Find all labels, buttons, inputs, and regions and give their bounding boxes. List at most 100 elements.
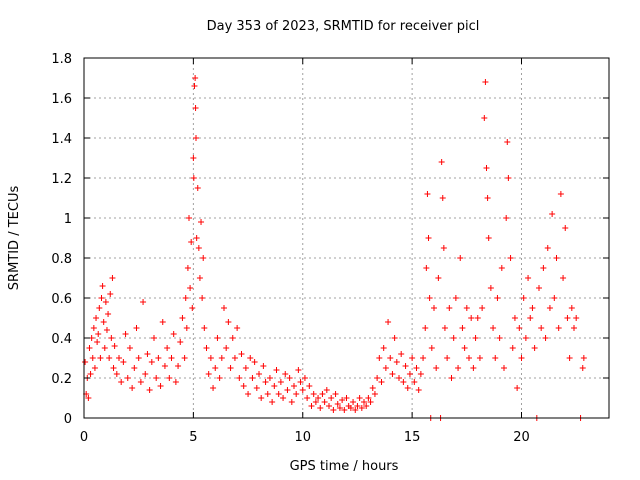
data-point: [490, 325, 497, 331]
data-point: [509, 345, 516, 351]
data-point: [258, 395, 265, 401]
data-point: [131, 365, 138, 371]
data-point: [371, 391, 378, 397]
data-point: [126, 345, 133, 351]
data-point: [571, 325, 577, 331]
data-point: [341, 407, 348, 413]
data-point: [498, 265, 505, 271]
data-point: [332, 391, 339, 397]
data-point: [161, 363, 168, 369]
data-point: [271, 383, 278, 389]
data-point: [98, 295, 105, 301]
data-point: [540, 265, 547, 271]
data-point: [236, 375, 243, 381]
data-point: [155, 355, 162, 361]
data-point: [225, 319, 232, 325]
data-point: [374, 375, 381, 381]
plot-frame: [83, 57, 610, 419]
data-point: [93, 315, 100, 321]
data-point: [553, 255, 560, 261]
data-point: [544, 245, 551, 251]
data-point: [146, 387, 153, 393]
data-point: [520, 295, 527, 301]
data-point: [253, 385, 260, 391]
data-point: [369, 385, 376, 391]
data-point: [560, 275, 567, 281]
data-point: [82, 359, 89, 365]
grid-lines: [84, 58, 609, 418]
data-point: [476, 355, 483, 361]
data-point: [501, 365, 507, 371]
data-point: [522, 335, 529, 341]
data-point: [376, 355, 383, 361]
data-point: [234, 325, 241, 331]
data-point: [103, 327, 110, 333]
data-point: [398, 351, 405, 357]
data-point: [328, 395, 335, 401]
data-point: [151, 335, 157, 341]
data-point: [264, 391, 271, 397]
y-tick-label: 0.4: [51, 332, 72, 347]
x-tick-label: 5: [189, 430, 197, 445]
data-point: [205, 371, 212, 377]
data-point: [354, 403, 361, 409]
data-point: [330, 407, 337, 413]
data-point: [492, 355, 499, 361]
data-point: [428, 345, 435, 351]
data-point: [142, 371, 149, 377]
data-point: [551, 295, 558, 301]
data-point: [557, 191, 564, 197]
data-point: [415, 387, 422, 393]
data-point: [297, 379, 304, 385]
data-point: [304, 395, 311, 401]
data-point: [182, 295, 189, 301]
data-point: [435, 275, 442, 281]
data-point: [193, 235, 200, 241]
data-point: [184, 265, 191, 271]
data-point: [352, 407, 359, 413]
data-point: [256, 371, 262, 377]
data-point: [378, 379, 385, 385]
data-point: [387, 355, 394, 361]
data-point: [181, 355, 188, 361]
data-point: [280, 395, 287, 401]
data-point: [299, 387, 306, 393]
data-point: [170, 331, 177, 337]
data-point: [238, 351, 245, 357]
data-point: [317, 405, 324, 411]
data-point: [385, 319, 392, 325]
data-point: [249, 375, 256, 381]
data-point: [518, 355, 525, 361]
data-point: [110, 365, 117, 371]
data-point: [189, 305, 196, 311]
data-point: [466, 355, 472, 361]
data-point: [191, 83, 198, 89]
data-point: [229, 335, 236, 341]
data-point: [527, 315, 534, 321]
data-point: [485, 235, 492, 241]
data-point: [420, 355, 427, 361]
data-point: [94, 339, 101, 345]
data-point: [177, 339, 184, 345]
data-point: [496, 335, 503, 341]
data-point: [116, 355, 122, 361]
data-point: [96, 305, 103, 311]
data-point: [452, 295, 459, 301]
data-point: [310, 391, 317, 397]
data-point: [389, 371, 396, 377]
data-point: [159, 319, 166, 325]
data-point: [231, 355, 238, 361]
data-point: [284, 387, 291, 393]
data-point: [282, 371, 289, 377]
data-point: [549, 211, 556, 217]
data-point: [140, 299, 147, 305]
data-point: [326, 403, 332, 409]
data-point: [409, 355, 416, 361]
data-point: [531, 345, 538, 351]
y-tick-label: 0.8: [51, 252, 72, 267]
data-point: [186, 215, 192, 221]
data-point: [514, 385, 521, 391]
data-point: [216, 375, 223, 381]
data-point: [306, 383, 313, 389]
x-tick-label: 20: [513, 430, 530, 445]
